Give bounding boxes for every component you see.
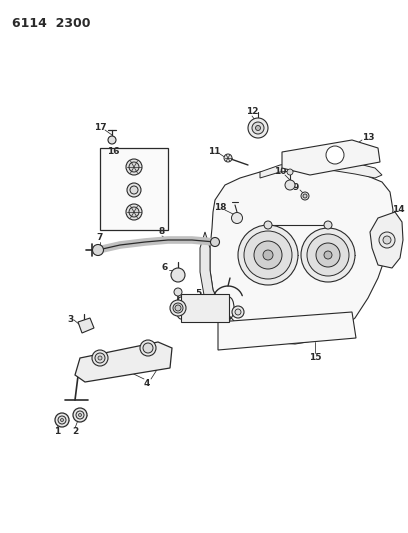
Circle shape xyxy=(108,136,116,144)
Circle shape xyxy=(232,306,244,318)
Circle shape xyxy=(73,408,87,422)
Text: 16: 16 xyxy=(107,148,119,157)
Circle shape xyxy=(76,411,84,419)
Circle shape xyxy=(58,416,66,424)
Circle shape xyxy=(171,268,185,282)
Circle shape xyxy=(231,213,242,223)
Bar xyxy=(100,148,168,230)
Circle shape xyxy=(170,300,186,316)
Circle shape xyxy=(287,169,293,175)
Polygon shape xyxy=(370,212,403,268)
Circle shape xyxy=(254,241,282,269)
Circle shape xyxy=(55,413,69,427)
Circle shape xyxy=(143,343,153,353)
Circle shape xyxy=(252,122,264,134)
Circle shape xyxy=(244,231,292,279)
Circle shape xyxy=(92,350,108,366)
Circle shape xyxy=(235,309,241,315)
Text: 12: 12 xyxy=(246,108,258,117)
Circle shape xyxy=(301,228,355,282)
Polygon shape xyxy=(260,161,382,178)
Text: 13: 13 xyxy=(362,133,374,142)
Text: 9: 9 xyxy=(293,183,299,192)
Text: 6: 6 xyxy=(162,263,168,272)
Text: 3: 3 xyxy=(67,316,73,325)
Polygon shape xyxy=(218,312,356,350)
Circle shape xyxy=(263,250,273,260)
Text: 14: 14 xyxy=(392,206,404,214)
Circle shape xyxy=(211,238,220,246)
Circle shape xyxy=(126,159,142,175)
Text: 6114  2300: 6114 2300 xyxy=(12,17,91,30)
Text: 8: 8 xyxy=(159,228,165,237)
Circle shape xyxy=(98,356,102,360)
Circle shape xyxy=(379,232,395,248)
Circle shape xyxy=(174,288,182,296)
Bar xyxy=(181,294,229,322)
Text: 10: 10 xyxy=(274,167,286,176)
Circle shape xyxy=(324,221,332,229)
Circle shape xyxy=(238,225,298,285)
Circle shape xyxy=(303,194,307,198)
Circle shape xyxy=(248,118,268,138)
Circle shape xyxy=(95,353,105,363)
Circle shape xyxy=(175,305,181,311)
Polygon shape xyxy=(75,342,172,382)
Circle shape xyxy=(129,162,139,172)
Text: 5: 5 xyxy=(195,289,201,298)
Circle shape xyxy=(264,221,272,229)
Polygon shape xyxy=(282,140,380,175)
Text: 7: 7 xyxy=(97,233,103,243)
Polygon shape xyxy=(200,232,222,310)
Circle shape xyxy=(130,186,138,194)
Circle shape xyxy=(224,154,232,162)
Circle shape xyxy=(126,204,142,220)
Text: 11: 11 xyxy=(208,148,220,157)
Circle shape xyxy=(326,146,344,164)
Circle shape xyxy=(316,243,340,267)
Circle shape xyxy=(324,251,332,259)
Text: 4: 4 xyxy=(144,378,150,387)
Circle shape xyxy=(383,236,391,244)
Text: 2: 2 xyxy=(72,427,78,437)
Text: 15: 15 xyxy=(309,352,321,361)
Circle shape xyxy=(93,245,104,255)
Circle shape xyxy=(60,418,64,422)
Text: 17: 17 xyxy=(94,124,106,133)
Text: 1: 1 xyxy=(54,427,60,437)
Text: 18: 18 xyxy=(214,204,226,213)
Polygon shape xyxy=(78,318,94,333)
Circle shape xyxy=(301,192,309,200)
Circle shape xyxy=(255,125,260,131)
Circle shape xyxy=(78,414,82,416)
Circle shape xyxy=(127,183,141,197)
Circle shape xyxy=(307,234,349,276)
Circle shape xyxy=(140,340,156,356)
Circle shape xyxy=(129,207,139,217)
Polygon shape xyxy=(210,168,393,344)
Circle shape xyxy=(285,180,295,190)
Circle shape xyxy=(173,303,183,313)
